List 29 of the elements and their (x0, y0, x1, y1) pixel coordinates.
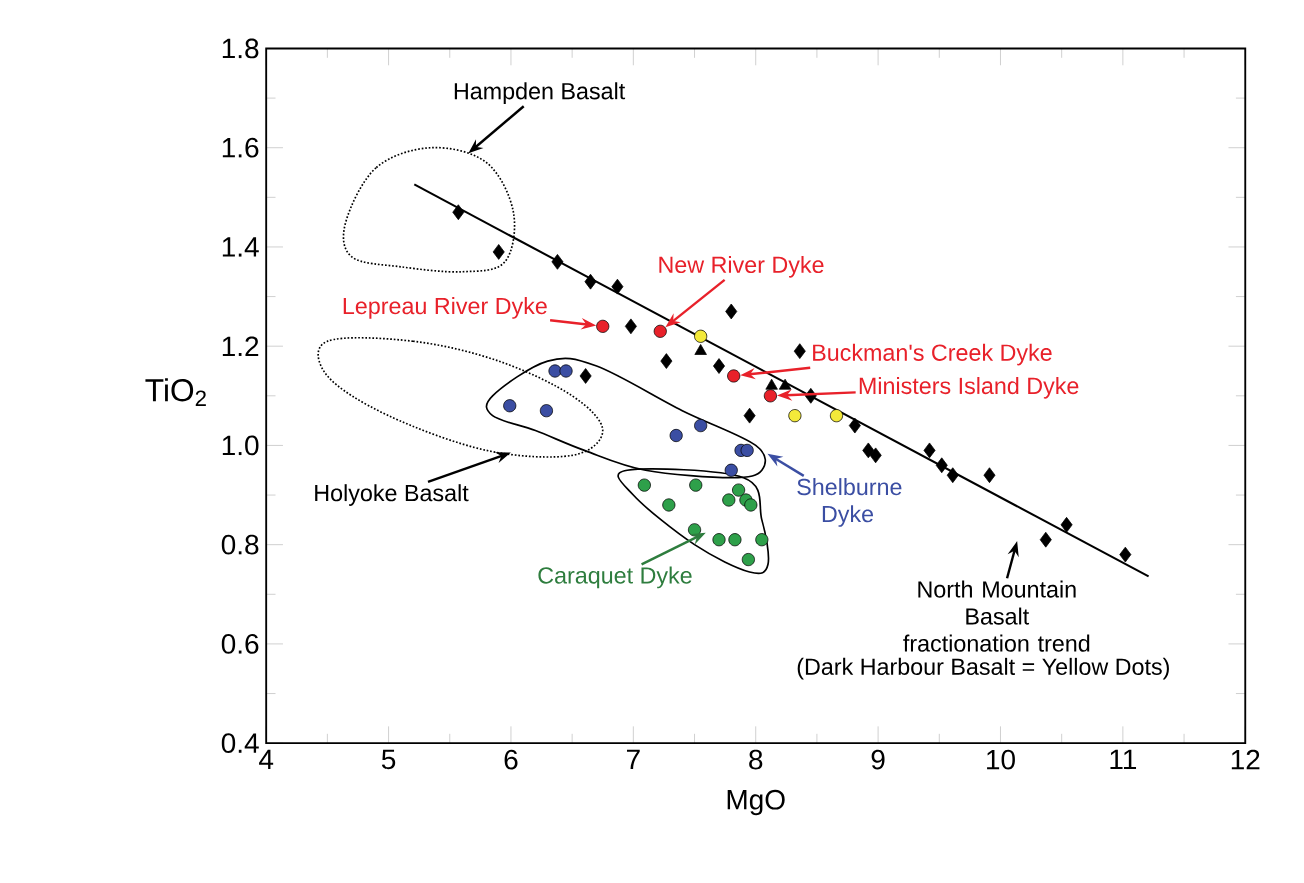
annotation: Hampden Basalt (454, 82, 626, 104)
y-tick-label: 1.8 (222, 38, 259, 59)
y-tick-label: 1.6 (222, 137, 259, 158)
x-tick-label: 8 (749, 749, 763, 770)
y-tick-label: 0.4 (221, 733, 259, 754)
x-tick-label: 4 (259, 749, 274, 769)
x-tick-label: 11 (1110, 749, 1137, 769)
annotation: New River Dyke (659, 255, 824, 278)
x-axis-title: MgO (727, 789, 785, 816)
x-tick-label: 9 (871, 749, 885, 770)
annotation: Lepreau River Dyke (343, 297, 547, 319)
y-tick-label: 1.0 (222, 435, 259, 456)
x-tick-label: 5 (381, 749, 396, 770)
annotation: Caraquet Dyke (538, 566, 692, 589)
y-tick-label: 0.6 (221, 634, 259, 654)
annotation: North Mountain Basalt fractionation trend (903, 580, 1090, 652)
x-tick-label: 10 (987, 749, 1015, 770)
y-axis-title: TiO$_{2}$ (145, 378, 206, 406)
x-tick-label: 6 (504, 749, 518, 770)
y-tick-label: 0.8 (221, 534, 259, 555)
annotation: Holyoke Basalt (315, 484, 469, 506)
annotation: Ministers Island Dyke (859, 377, 1079, 399)
annotation: Buckman's Creek Dyke (813, 343, 1052, 366)
x-tick-label: 7 (626, 749, 640, 769)
y-tick-label: 1.2 (222, 336, 259, 356)
y-tick-label: 1.4 (222, 237, 259, 257)
annotation: (Dark Harbour Basalt = Yellow Dots) (797, 657, 1169, 680)
x-tick-label: 12 (1231, 749, 1260, 770)
annotation: Shelburne Dyke (797, 478, 902, 527)
